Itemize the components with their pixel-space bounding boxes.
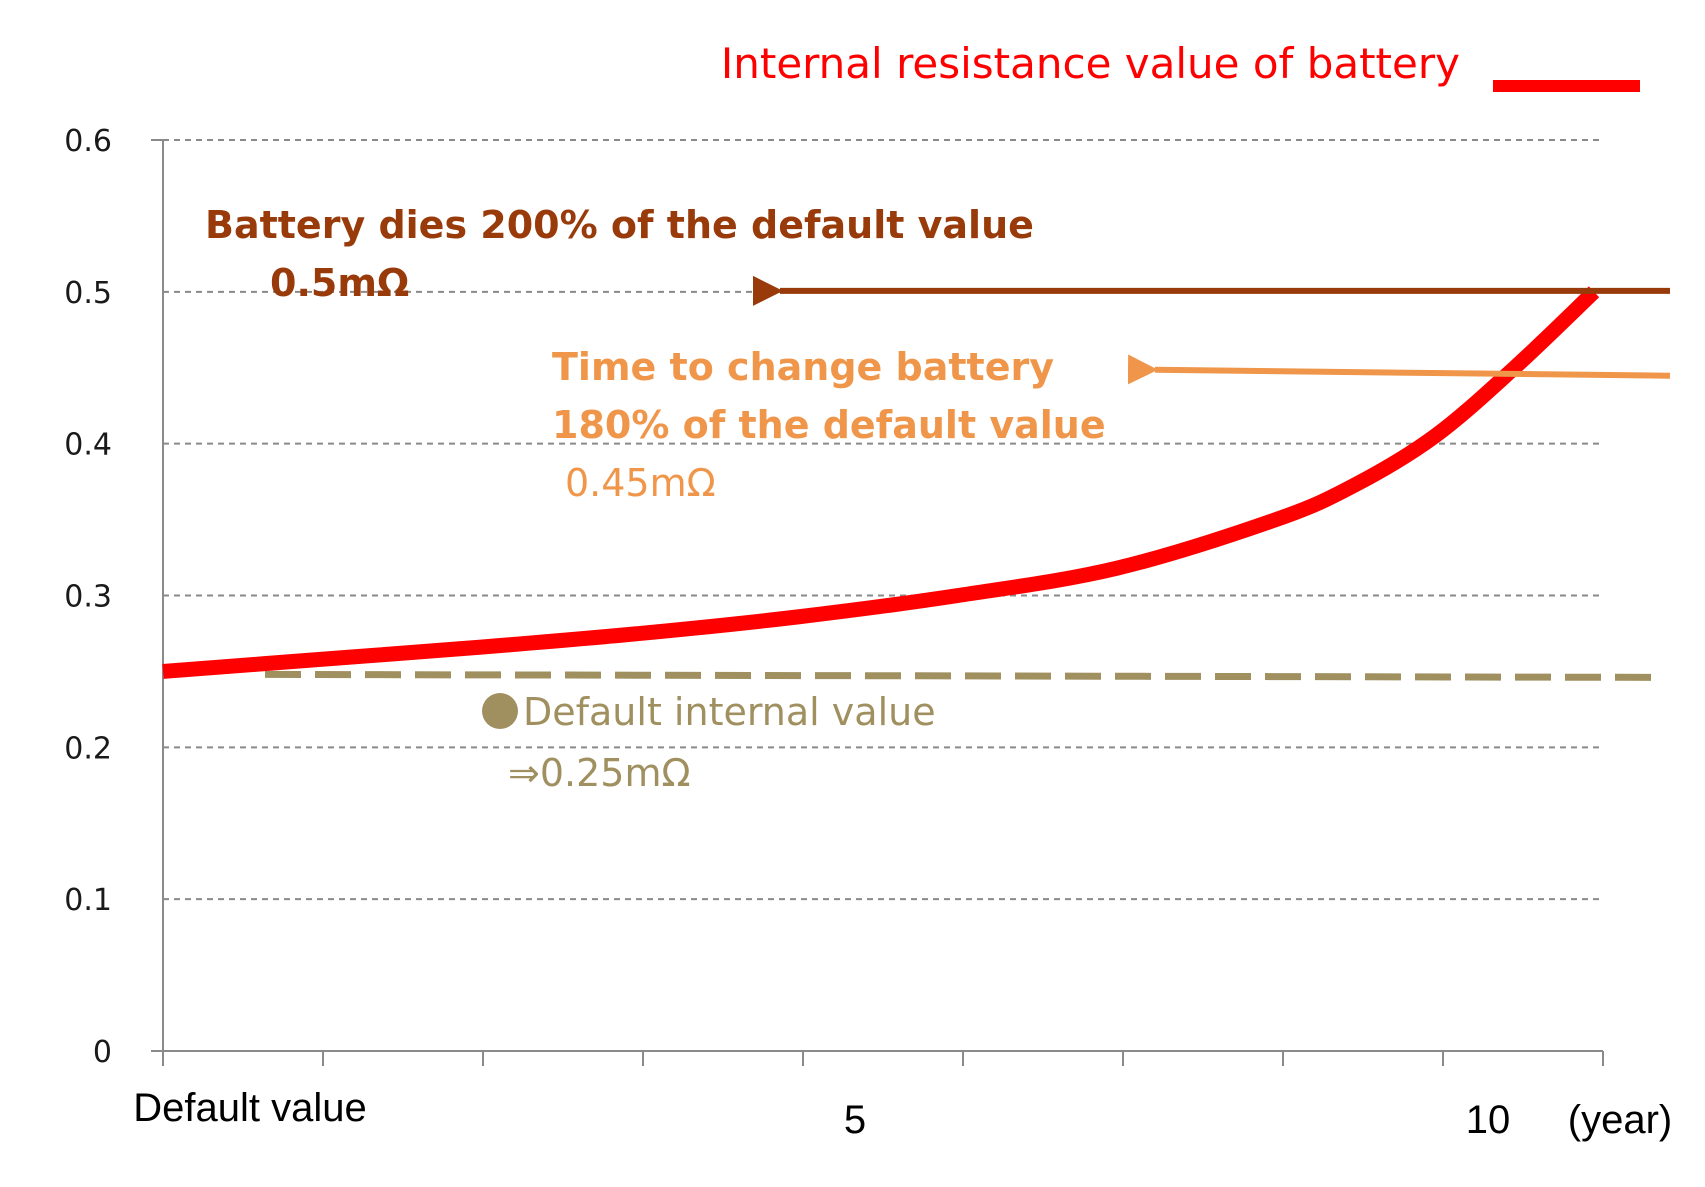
- change-label: Time to change battery: [552, 345, 1054, 389]
- arrow-change: [1127, 354, 1671, 385]
- y-tick-labels: 0 0.1 0.2 0.3 0.4 0.5 0.6: [64, 124, 112, 1070]
- default-reference-line: [264, 670, 1666, 681]
- y-tick-label-0.5: 0.5: [64, 276, 112, 311]
- change-value: 0.45mΩ: [565, 461, 716, 505]
- series-line-0: [162, 286, 1600, 679]
- legend-label: Internal resistance value of battery: [721, 39, 1460, 88]
- y-tick-label-0.3: 0.3: [64, 580, 112, 615]
- grid-lines: [163, 139, 1603, 901]
- default-value: ⇒0.25mΩ: [508, 751, 691, 795]
- x-tick-label-5: 5: [844, 1098, 866, 1142]
- annotation-arrows: [753, 275, 1671, 385]
- x-tick-labels: Default value 5 10 (year): [133, 1086, 1672, 1142]
- annotation-labels: Battery dies 200% of the default value 0.…: [205, 203, 1106, 795]
- y-tick-label-0.6: 0.6: [64, 124, 112, 159]
- x-tick-label-0: Default value: [133, 1086, 366, 1130]
- legend: Internal resistance value of battery: [721, 39, 1640, 92]
- x-ticks: [162, 1051, 1604, 1066]
- dies-label: Battery dies 200% of the default value: [205, 203, 1034, 247]
- default-marker-dot: [482, 693, 518, 729]
- series-lines: [162, 286, 1600, 679]
- default-dashed-line: [264, 670, 1666, 681]
- x-tick-label-10: 10: [1466, 1098, 1511, 1142]
- y-tick-label-0: 0: [93, 1035, 112, 1070]
- change-percent: 180% of the default value: [552, 403, 1106, 447]
- y-tick-label-0.1: 0.1: [64, 883, 112, 918]
- default-label: Default internal value: [523, 690, 936, 734]
- x-unit-label: (year): [1568, 1098, 1672, 1142]
- y-tick-label-0.2: 0.2: [64, 731, 112, 766]
- legend-swatch: [1493, 80, 1640, 92]
- dies-value: 0.5mΩ: [270, 261, 409, 305]
- axes: [151, 139, 1603, 1052]
- y-tick-label-0.4: 0.4: [64, 428, 112, 463]
